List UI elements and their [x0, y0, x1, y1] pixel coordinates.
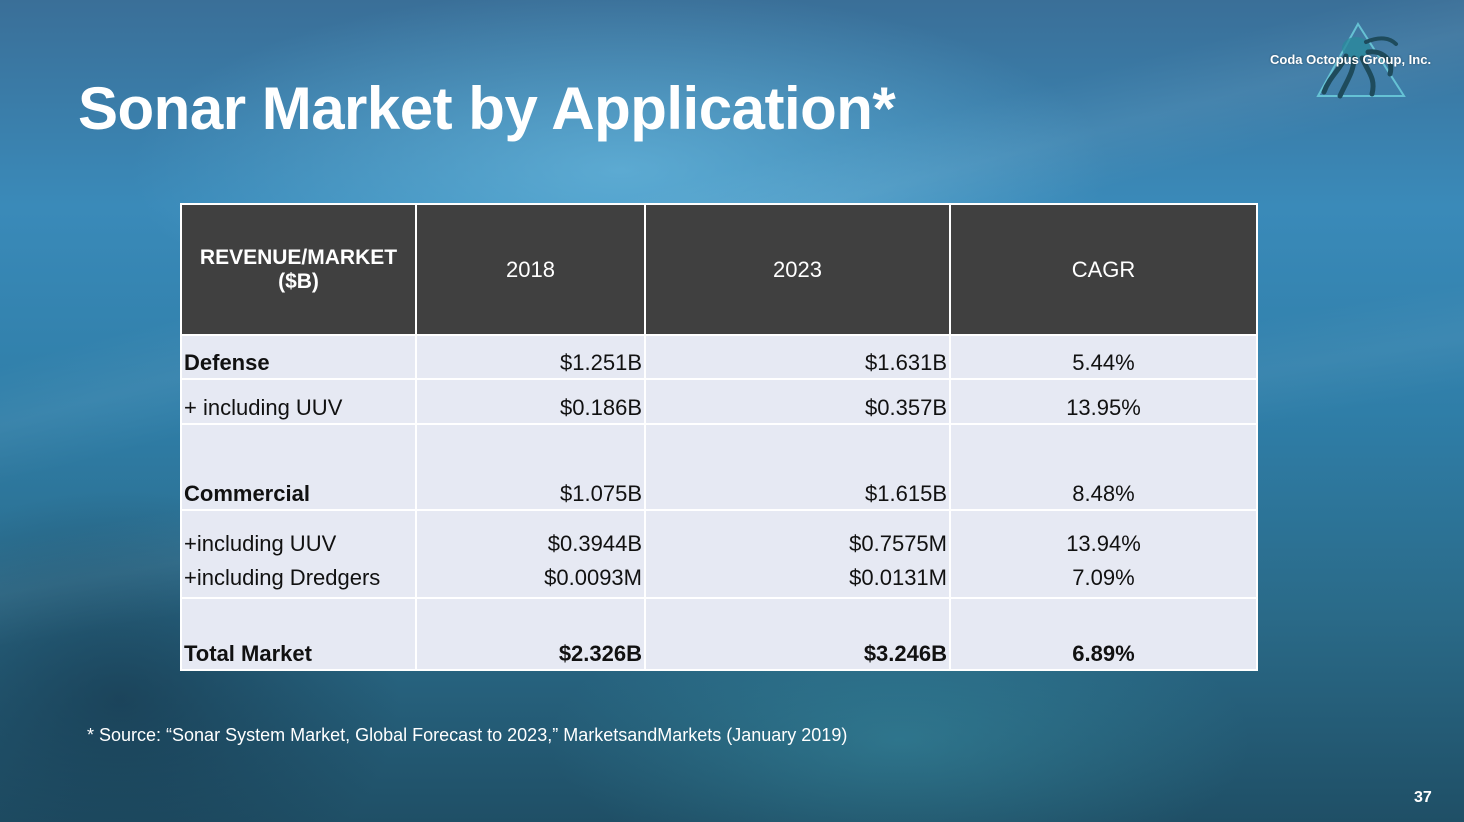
table-row-defense: Defense $1.251B $1.631B 5.44% — [180, 334, 1258, 380]
company-name: Coda Octopus Group, Inc. — [1270, 52, 1432, 67]
slide-title: Sonar Market by Application* — [78, 75, 896, 142]
label-dredgers: +including Dredgers — [184, 565, 381, 590]
value-cagr: 8.48% — [949, 423, 1258, 511]
row-label: Commercial — [180, 423, 417, 511]
table-header-row: REVENUE/MARKET ($B) 2018 2023 CAGR — [180, 203, 1258, 336]
value-2018: $0.3944B $0.0093M — [415, 509, 646, 599]
row-label: + including UUV — [180, 378, 417, 425]
value-2023: $0.7575M $0.0131M — [644, 509, 951, 599]
value-2023: $0.357B — [644, 378, 951, 425]
header-revenue-market: REVENUE/MARKET ($B) — [180, 203, 417, 336]
value-2023: $3.246B — [644, 597, 951, 671]
value-2018: $0.186B — [415, 378, 646, 425]
row-label: Total Market — [180, 597, 417, 671]
value-2023: $1.615B — [644, 423, 951, 511]
company-logo: Coda Octopus Group, Inc. — [1270, 20, 1460, 102]
page-number: 37 — [1414, 789, 1432, 806]
row-label: +including UUV +including Dredgers — [180, 509, 417, 599]
octopus-triangle-icon — [1316, 22, 1406, 99]
value-cagr: 13.95% — [949, 378, 1258, 425]
value-2018: $1.075B — [415, 423, 646, 511]
header-2023: 2023 — [644, 203, 951, 336]
table-row-total: Total Market $2.326B $3.246B 6.89% — [180, 597, 1258, 671]
row-label: Defense — [180, 334, 417, 380]
table-row-defense-uuv: + including UUV $0.186B $0.357B 13.95% — [180, 378, 1258, 425]
value-cagr: 5.44% — [949, 334, 1258, 380]
source-footnote: * Source: “Sonar System Market, Global F… — [87, 725, 848, 745]
sonar-market-table: REVENUE/MARKET ($B) 2018 2023 CAGR Defen… — [180, 203, 1258, 671]
value-cagr: 13.94% 7.09% — [949, 509, 1258, 599]
table-row-commercial-subitems: +including UUV +including Dredgers $0.39… — [180, 509, 1258, 599]
header-cagr: CAGR — [949, 203, 1258, 336]
table-row-commercial: Commercial $1.075B $1.615B 8.48% — [180, 423, 1258, 511]
value-2018: $2.326B — [415, 597, 646, 671]
value-2023: $1.631B — [644, 334, 951, 380]
label-uuv: +including UUV — [184, 531, 337, 556]
header-2018: 2018 — [415, 203, 646, 336]
value-cagr: 6.89% — [949, 597, 1258, 671]
value-2018: $1.251B — [415, 334, 646, 380]
